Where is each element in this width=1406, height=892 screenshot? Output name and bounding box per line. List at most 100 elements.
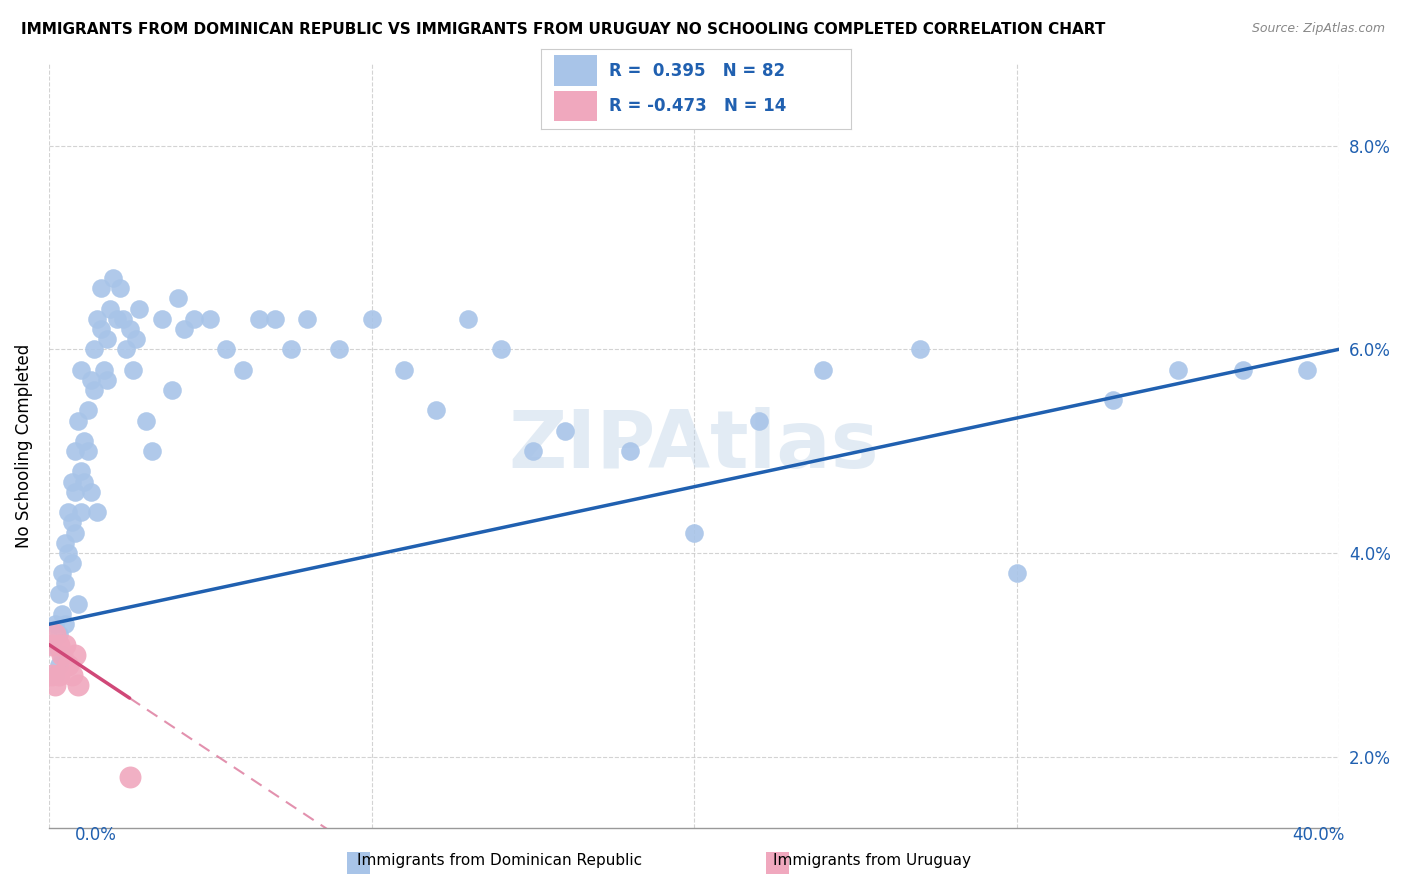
Text: Immigrants from Uruguay: Immigrants from Uruguay [773, 854, 970, 868]
Point [80, 484, 103, 499]
Point [748, 413, 770, 427]
Point [70, 362, 93, 376]
Point [63, 525, 86, 540]
Point [53, 617, 76, 632]
Point [160, 383, 183, 397]
Point [58, 546, 80, 560]
Point [48, 657, 70, 672]
Point [1102, 393, 1125, 408]
Point [280, 343, 302, 357]
Point [115, 343, 138, 357]
Point [105, 311, 128, 326]
Point [41, 638, 63, 652]
Point [44, 617, 66, 632]
Point [183, 311, 205, 326]
Point [58, 505, 80, 519]
Point [44, 668, 66, 682]
Text: 0.0%: 0.0% [75, 826, 117, 844]
Point [425, 403, 447, 417]
Text: 40.0%: 40.0% [1292, 826, 1346, 844]
Point [96, 332, 118, 346]
Point [63, 444, 86, 458]
Point [215, 343, 238, 357]
Point [173, 322, 195, 336]
Point [51, 648, 73, 662]
Point [48, 638, 70, 652]
Point [58, 657, 80, 672]
Point [80, 373, 103, 387]
Point [200, 311, 222, 326]
Point [44, 678, 66, 692]
Point [63, 648, 86, 662]
Point [1167, 362, 1189, 376]
Point [121, 362, 143, 376]
Point [1005, 566, 1028, 581]
Bar [554, 55, 598, 86]
Point [53, 576, 76, 591]
Point [41, 638, 63, 652]
Point [66, 678, 89, 692]
Point [231, 362, 253, 376]
Point [70, 505, 93, 519]
Point [489, 343, 512, 357]
Point [73, 475, 96, 489]
Point [48, 668, 70, 682]
Point [125, 332, 148, 346]
Point [53, 535, 76, 549]
Point [128, 301, 150, 316]
Point [60, 516, 83, 530]
Point [98, 301, 121, 316]
Point [93, 362, 115, 376]
Point [112, 311, 135, 326]
Point [73, 434, 96, 448]
Point [683, 525, 706, 540]
Point [76, 444, 98, 458]
Text: R = -0.473   N = 14: R = -0.473 N = 14 [609, 97, 787, 115]
Point [76, 403, 98, 417]
Point [51, 566, 73, 581]
Text: ZIPAtlas: ZIPAtlas [509, 407, 880, 485]
Point [1296, 362, 1319, 376]
Point [63, 484, 86, 499]
Text: Immigrants from Dominican Republic: Immigrants from Dominican Republic [357, 854, 641, 868]
Bar [554, 91, 598, 121]
Point [60, 475, 83, 489]
Point [908, 343, 931, 357]
Point [66, 597, 89, 611]
Point [619, 444, 641, 458]
Point [66, 413, 89, 427]
Text: Source: ZipAtlas.com: Source: ZipAtlas.com [1251, 22, 1385, 36]
Point [522, 444, 544, 458]
Point [141, 444, 163, 458]
Point [48, 627, 70, 641]
Point [295, 311, 318, 326]
Text: IMMIGRANTS FROM DOMINICAN REPUBLIC VS IMMIGRANTS FROM URUGUAY NO SCHOOLING COMPL: IMMIGRANTS FROM DOMINICAN REPUBLIC VS IM… [21, 22, 1105, 37]
Point [554, 424, 576, 438]
Point [1232, 362, 1254, 376]
Point [103, 271, 125, 285]
Point [51, 607, 73, 621]
Point [150, 311, 173, 326]
Point [108, 281, 131, 295]
Point [41, 668, 63, 682]
Point [83, 343, 105, 357]
Point [811, 362, 834, 376]
Point [247, 311, 270, 326]
Point [360, 311, 382, 326]
Point [90, 281, 112, 295]
Text: R =  0.395   N = 82: R = 0.395 N = 82 [609, 62, 786, 79]
Y-axis label: No Schooling Completed: No Schooling Completed [15, 344, 32, 548]
Point [118, 322, 141, 336]
Point [53, 638, 76, 652]
Point [167, 291, 190, 305]
Point [392, 362, 415, 376]
Point [457, 311, 479, 326]
Point [118, 770, 141, 784]
Point [83, 383, 105, 397]
Point [60, 668, 83, 682]
Point [135, 413, 157, 427]
Point [70, 465, 93, 479]
Point [60, 556, 83, 570]
Point [44, 627, 66, 641]
Point [96, 373, 118, 387]
